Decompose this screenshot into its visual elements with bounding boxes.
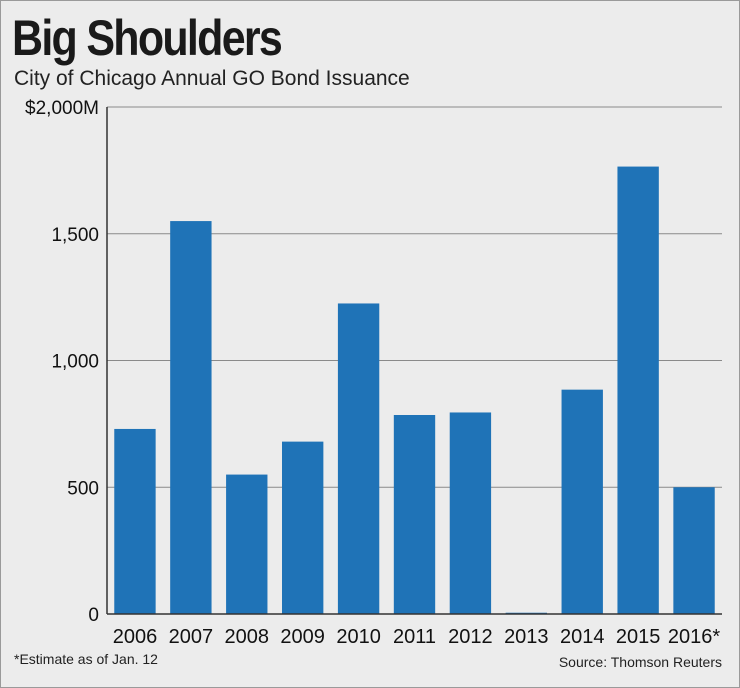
x-tick-label: 2015 — [616, 626, 661, 648]
bar-2008 — [226, 474, 268, 614]
y-tick-label: 500 — [67, 478, 99, 499]
bar-2012 — [449, 412, 492, 614]
x-tick-label: 2007 — [169, 626, 214, 648]
x-tick-label: 2011 — [393, 626, 436, 648]
x-tick-label: 2008 — [225, 626, 270, 648]
x-tick-label: 2016* — [668, 626, 720, 648]
bars — [114, 166, 715, 614]
bar-2006 — [114, 428, 156, 614]
bar-2015 — [617, 166, 659, 614]
bar-2014 — [561, 389, 603, 614]
x-tick-label: 2010 — [336, 626, 381, 648]
x-tick-label: 2009 — [280, 626, 325, 648]
x-tick-label: 2012 — [448, 626, 493, 648]
y-tick-label: 1,500 — [51, 225, 99, 246]
chart-subtitle: City of Chicago Annual GO Bond Issuance — [14, 67, 410, 90]
x-tick-label: 2006 — [113, 626, 158, 648]
x-tick-label: 2013 — [504, 626, 549, 648]
bar-2010 — [337, 303, 380, 614]
y-tick-label: $2,000M — [25, 98, 99, 119]
x-tick-label: 2014 — [560, 626, 605, 648]
tick-labels: 0 500 1,000 1,500 $2,000M 2006 2007 2008 2009 201… — [25, 98, 720, 648]
bar-2011 — [393, 415, 436, 614]
bar-2007 — [170, 221, 212, 614]
y-tick-label: 0 — [88, 605, 99, 626]
chart-title: Big Shoulders — [12, 10, 283, 66]
y-tick-label: 1,000 — [51, 352, 99, 373]
axes — [106, 107, 722, 615]
bar-2016 — [673, 487, 715, 614]
source-note: Source: Thomson Reuters — [558, 654, 722, 670]
footnote: *Estimate as of Jan. 12 — [14, 651, 158, 667]
bar-2009 — [281, 441, 324, 614]
